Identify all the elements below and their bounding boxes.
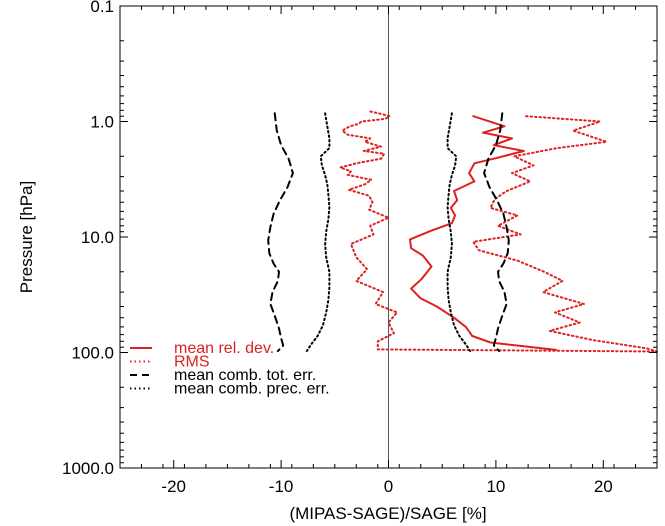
y-tick-label: 10.0 (81, 228, 114, 247)
y-tick-label: 1.0 (90, 113, 114, 132)
x-tick-label: 20 (594, 477, 613, 496)
series-line-mean-comb-tot-err-positive (483, 112, 510, 352)
series-line-rms (339, 110, 658, 353)
series-lines (267, 110, 658, 353)
axis-ticks (119, 5, 658, 469)
x-axis-label: (MIPAS-SAGE)/SAGE [%] (289, 504, 486, 523)
y-tick-label: 1000.0 (62, 459, 114, 478)
series-line-mean-comb-tot-err (267, 112, 294, 352)
series-line-mean-rel-dev (409, 115, 557, 351)
legend-label: RMS (174, 354, 210, 371)
legend-label: mean comb. prec. err. (174, 381, 330, 398)
legend-label: mean rel. dev. (174, 340, 274, 357)
y-tick-labels: 0.1 1.0 10.0 100.0 1000.0 (62, 0, 114, 478)
y-tick-label: 100.0 (71, 344, 114, 363)
x-tick-label: 0 (384, 477, 393, 496)
x-tick-label: -10 (269, 477, 294, 496)
y-axis-label: Pressure [hPa] (17, 181, 36, 293)
x-tick-label: -20 (161, 477, 186, 496)
x-tick-label: 10 (486, 477, 505, 496)
legend-label: mean comb. tot. err. (174, 367, 316, 384)
y-tick-label: 0.1 (90, 0, 114, 16)
x-tick-labels: -20 -10 0 10 20 (161, 477, 612, 496)
series-line-mean-comb-prec-err (305, 112, 331, 352)
series-line-mean-comb-prec-err-positive (446, 112, 472, 352)
